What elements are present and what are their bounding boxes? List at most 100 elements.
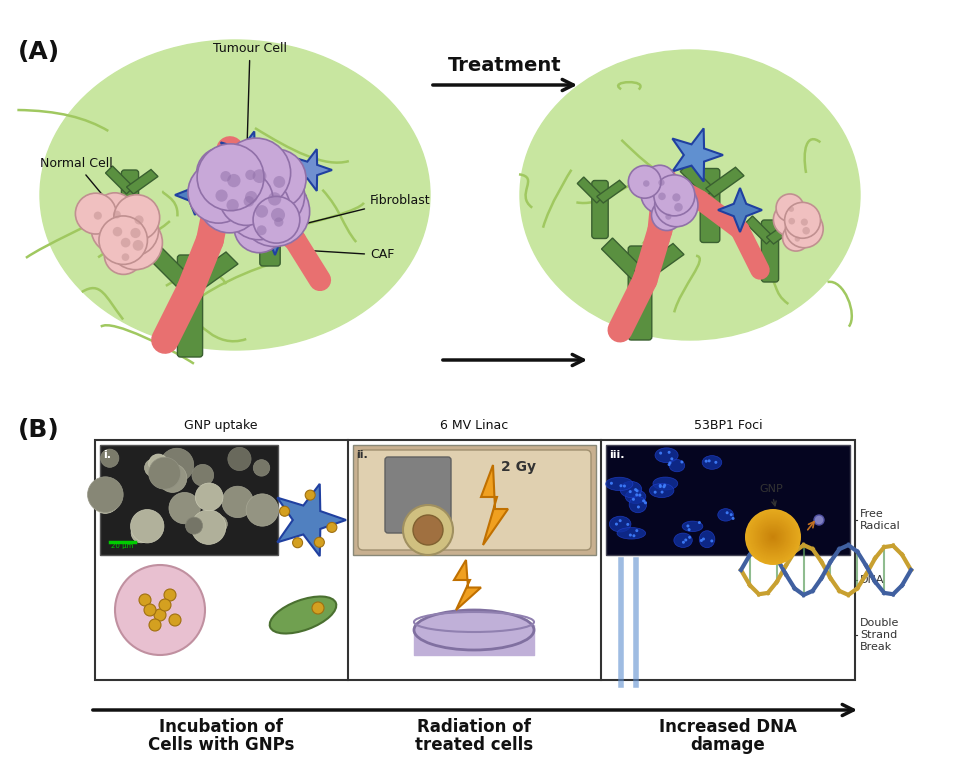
- Circle shape: [191, 510, 226, 545]
- Ellipse shape: [625, 490, 646, 503]
- Ellipse shape: [414, 610, 534, 650]
- Polygon shape: [184, 252, 238, 294]
- Circle shape: [91, 205, 139, 253]
- Circle shape: [642, 500, 645, 503]
- Circle shape: [636, 529, 638, 532]
- Circle shape: [652, 200, 683, 231]
- Circle shape: [220, 172, 273, 225]
- Circle shape: [227, 199, 239, 211]
- Circle shape: [115, 565, 205, 655]
- Circle shape: [228, 448, 252, 471]
- Circle shape: [169, 493, 201, 524]
- Polygon shape: [597, 180, 626, 203]
- Circle shape: [688, 536, 691, 538]
- FancyBboxPatch shape: [761, 220, 779, 282]
- Polygon shape: [672, 128, 723, 182]
- FancyBboxPatch shape: [178, 255, 203, 357]
- Circle shape: [769, 533, 777, 541]
- Circle shape: [750, 514, 796, 560]
- Text: DNA: DNA: [860, 575, 884, 585]
- Circle shape: [87, 477, 123, 512]
- Text: Radiation of: Radiation of: [417, 718, 531, 736]
- Circle shape: [160, 448, 194, 482]
- Circle shape: [629, 534, 632, 537]
- FancyBboxPatch shape: [353, 445, 596, 555]
- FancyBboxPatch shape: [385, 457, 451, 533]
- Circle shape: [192, 465, 214, 486]
- Circle shape: [76, 193, 116, 234]
- Circle shape: [149, 457, 180, 490]
- Polygon shape: [635, 243, 684, 282]
- Circle shape: [760, 524, 786, 550]
- Circle shape: [771, 535, 775, 539]
- Circle shape: [772, 536, 774, 538]
- Circle shape: [217, 163, 279, 225]
- FancyBboxPatch shape: [121, 170, 138, 232]
- Circle shape: [246, 494, 278, 526]
- Circle shape: [636, 490, 638, 493]
- Circle shape: [785, 210, 823, 248]
- Circle shape: [154, 609, 166, 621]
- Text: 2 Gy: 2 Gy: [501, 460, 536, 474]
- Polygon shape: [221, 131, 275, 189]
- Circle shape: [687, 528, 690, 531]
- Circle shape: [670, 458, 673, 460]
- Text: ii.: ii.: [356, 450, 368, 460]
- Circle shape: [626, 523, 630, 526]
- Circle shape: [312, 602, 324, 614]
- Circle shape: [801, 218, 808, 225]
- Circle shape: [185, 517, 203, 534]
- Circle shape: [636, 506, 640, 508]
- Circle shape: [663, 484, 666, 486]
- Circle shape: [615, 523, 618, 525]
- Circle shape: [638, 493, 641, 497]
- Polygon shape: [106, 166, 133, 194]
- Text: Incubation of: Incubation of: [159, 718, 283, 736]
- Circle shape: [199, 171, 260, 233]
- Circle shape: [144, 604, 156, 616]
- Circle shape: [748, 512, 798, 562]
- Circle shape: [746, 510, 800, 564]
- Circle shape: [413, 515, 443, 545]
- Circle shape: [660, 451, 662, 455]
- Circle shape: [159, 599, 171, 611]
- Polygon shape: [127, 169, 158, 194]
- Circle shape: [644, 501, 647, 504]
- Circle shape: [660, 490, 663, 493]
- Circle shape: [745, 509, 801, 565]
- Circle shape: [641, 176, 679, 214]
- Circle shape: [222, 486, 253, 517]
- Polygon shape: [292, 149, 332, 191]
- Circle shape: [238, 162, 304, 229]
- Circle shape: [221, 171, 231, 182]
- Circle shape: [122, 253, 130, 261]
- Circle shape: [256, 225, 267, 235]
- Circle shape: [681, 461, 684, 464]
- Circle shape: [105, 236, 143, 274]
- Circle shape: [112, 227, 122, 236]
- Circle shape: [667, 463, 671, 466]
- Circle shape: [774, 203, 806, 236]
- Text: treated cells: treated cells: [415, 736, 533, 754]
- Circle shape: [672, 193, 681, 201]
- Circle shape: [795, 236, 800, 242]
- Circle shape: [108, 215, 162, 270]
- Circle shape: [766, 530, 780, 544]
- Circle shape: [114, 195, 159, 241]
- Ellipse shape: [520, 50, 860, 340]
- Circle shape: [700, 539, 703, 542]
- Circle shape: [726, 511, 729, 514]
- Circle shape: [682, 541, 684, 544]
- Circle shape: [268, 192, 281, 206]
- Text: Fibroblast: Fibroblast: [302, 193, 431, 225]
- Circle shape: [195, 483, 223, 510]
- Polygon shape: [681, 163, 714, 197]
- Circle shape: [228, 174, 241, 187]
- FancyBboxPatch shape: [628, 246, 652, 340]
- Circle shape: [655, 183, 698, 227]
- Polygon shape: [602, 238, 645, 282]
- Circle shape: [751, 515, 795, 559]
- Circle shape: [222, 138, 291, 207]
- Circle shape: [132, 240, 143, 251]
- Ellipse shape: [699, 531, 715, 548]
